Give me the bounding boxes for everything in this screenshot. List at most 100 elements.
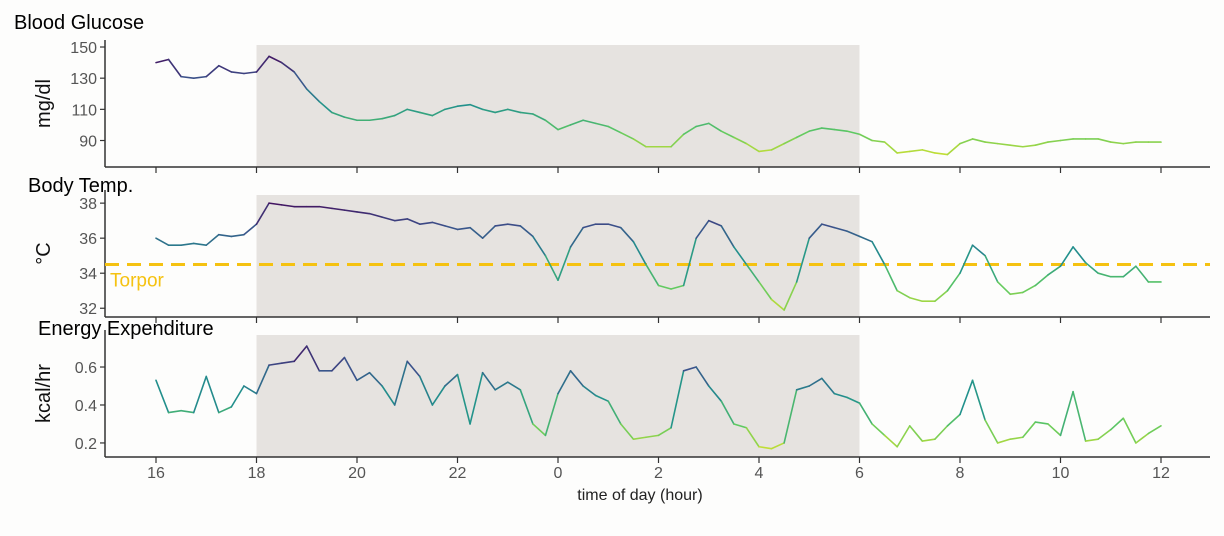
series-segment bbox=[795, 385, 811, 391]
series-segment bbox=[821, 377, 836, 395]
series-segment bbox=[833, 128, 848, 132]
series-segment bbox=[946, 413, 961, 427]
series-segment bbox=[959, 244, 974, 275]
series-segment bbox=[305, 88, 321, 103]
series-segment bbox=[1147, 425, 1162, 435]
series-segment bbox=[795, 130, 811, 139]
series-segment bbox=[632, 138, 647, 148]
series-segment bbox=[406, 218, 421, 225]
series-segment bbox=[1122, 141, 1137, 145]
series-segment bbox=[293, 345, 308, 363]
series-segment bbox=[670, 370, 685, 429]
series-segment bbox=[393, 360, 409, 406]
series-segment bbox=[770, 142, 785, 151]
series-segment bbox=[280, 61, 295, 73]
x-tick-label: 22 bbox=[449, 465, 467, 482]
series-segment bbox=[569, 119, 584, 126]
series-segment bbox=[984, 141, 999, 145]
series-segment bbox=[1022, 284, 1037, 294]
series-segment bbox=[494, 223, 509, 227]
series-segment bbox=[494, 108, 509, 114]
series-segment bbox=[243, 71, 258, 75]
y-axis-label: °C bbox=[33, 242, 55, 264]
y-tick-label: 38 bbox=[79, 196, 97, 213]
series-segment bbox=[255, 364, 270, 395]
series-segment bbox=[1034, 421, 1049, 425]
series-segment bbox=[770, 442, 785, 450]
series-segment bbox=[1097, 138, 1112, 143]
series-segment bbox=[1009, 436, 1024, 440]
series-segment bbox=[846, 130, 861, 136]
series-segment bbox=[745, 142, 760, 153]
night-shading bbox=[256, 45, 860, 167]
series-segment bbox=[883, 141, 898, 154]
series-segment bbox=[1072, 390, 1087, 442]
series-segment bbox=[1122, 417, 1137, 444]
series-segment bbox=[745, 426, 760, 448]
series-segment bbox=[971, 138, 986, 143]
x-tick-label: 8 bbox=[956, 465, 965, 482]
series-segment bbox=[808, 127, 823, 132]
series-segment bbox=[180, 409, 195, 414]
series-segment bbox=[444, 105, 459, 111]
series-segment bbox=[431, 108, 446, 117]
series-segment bbox=[230, 71, 245, 75]
series-segment bbox=[406, 108, 421, 114]
series-segment bbox=[1047, 265, 1062, 276]
y-tick-label: 90 bbox=[79, 134, 97, 151]
series-segment bbox=[1059, 390, 1074, 437]
series-segment bbox=[230, 233, 245, 238]
series-segment bbox=[519, 111, 534, 115]
series-segment bbox=[783, 136, 798, 145]
series-segment bbox=[305, 345, 321, 372]
series-segment bbox=[670, 133, 685, 148]
series-segment bbox=[544, 392, 559, 437]
series-segment bbox=[707, 122, 723, 132]
series-segment bbox=[218, 64, 233, 73]
series-segment bbox=[770, 298, 785, 311]
series-segment bbox=[481, 108, 496, 114]
series-segment bbox=[695, 219, 710, 239]
series-segment bbox=[582, 119, 597, 125]
series-segment bbox=[469, 371, 484, 425]
series-segment bbox=[883, 434, 898, 448]
series-segment bbox=[896, 425, 911, 448]
series-segment bbox=[682, 237, 697, 287]
series-segment bbox=[795, 237, 811, 283]
series-segment bbox=[1047, 139, 1062, 143]
series-segment bbox=[456, 226, 471, 231]
series-segment bbox=[808, 377, 823, 387]
series-segment bbox=[996, 281, 1012, 296]
series-segment bbox=[632, 240, 647, 266]
x-tick-label: 2 bbox=[654, 465, 663, 482]
series-segment bbox=[871, 139, 886, 143]
series-segment bbox=[908, 149, 924, 153]
series-segment bbox=[934, 425, 949, 440]
series-segment bbox=[1034, 274, 1049, 287]
series-segment bbox=[934, 289, 949, 303]
series-segment bbox=[431, 385, 446, 406]
series-segment bbox=[1022, 144, 1037, 148]
series-segment bbox=[582, 223, 597, 229]
series-segment bbox=[645, 434, 660, 439]
series-segment bbox=[331, 356, 346, 372]
series-segment bbox=[393, 218, 409, 222]
x-axis-label: time of day (hour) bbox=[577, 487, 702, 504]
series-segment bbox=[557, 246, 572, 282]
series-segment bbox=[419, 375, 434, 406]
series-segment bbox=[180, 75, 195, 79]
series-segment bbox=[356, 211, 371, 215]
series-segment bbox=[720, 130, 735, 139]
series-segment bbox=[946, 272, 961, 292]
series-segment bbox=[783, 388, 798, 444]
series-segment bbox=[331, 207, 346, 211]
series-segment bbox=[1059, 246, 1074, 268]
series-segment bbox=[506, 381, 522, 391]
series-segment bbox=[506, 223, 522, 227]
series-segment bbox=[1109, 141, 1125, 145]
series-segment bbox=[645, 263, 660, 287]
series-segment bbox=[431, 221, 446, 227]
series-segment bbox=[419, 221, 434, 225]
series-segment bbox=[996, 438, 1012, 444]
